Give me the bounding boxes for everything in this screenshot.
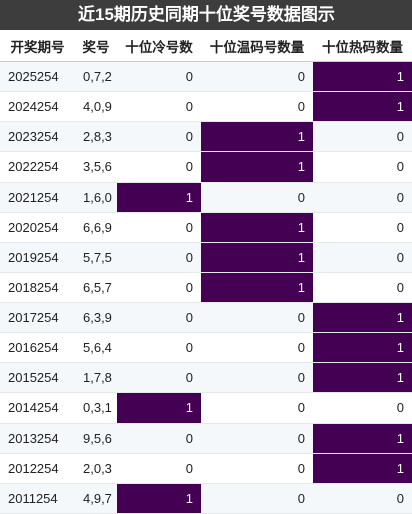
count-cell: 0: [313, 182, 412, 213]
count-cell: 1: [313, 92, 412, 123]
count-cell: 0: [201, 303, 313, 334]
text-cell: 2020254: [0, 213, 75, 243]
column-header: 开奖期号: [0, 30, 75, 62]
column-header: 奖号: [75, 30, 117, 62]
count-cell: 0: [117, 122, 201, 153]
text-cell: 2023254: [0, 122, 75, 153]
count-cell: 0: [313, 483, 412, 514]
count-cell: 1: [117, 483, 201, 514]
text-cell: 3,5,6: [75, 152, 117, 183]
count-cell: 0: [201, 483, 313, 514]
text-cell: 2025254: [0, 62, 75, 93]
count-cell: 0: [201, 363, 313, 394]
count-cell: 1: [201, 242, 313, 273]
text-cell: 4,0,9: [75, 92, 117, 123]
text-cell: 2022254: [0, 152, 75, 183]
text-cell: 2016254: [0, 333, 75, 364]
count-cell: 0: [313, 273, 412, 303]
text-cell: 9,5,6: [75, 423, 117, 454]
count-cell: 0: [313, 213, 412, 243]
title: 近15期历史同期十位奖号数据图示: [0, 0, 412, 30]
count-cell: 1: [201, 272, 313, 303]
text-cell: 2018254: [0, 273, 75, 303]
count-cell: 0: [313, 122, 412, 153]
count-cell: 0: [313, 393, 412, 424]
count-cell: 1: [313, 363, 412, 394]
count-cell: 1: [117, 182, 201, 213]
count-cell: 1: [201, 212, 313, 243]
text-cell: 2015254: [0, 363, 75, 394]
count-cell: 0: [117, 423, 201, 454]
text-cell: 6,5,7: [75, 273, 117, 303]
count-cell: 0: [201, 182, 313, 213]
text-cell: 2014254: [0, 393, 75, 424]
count-cell: 0: [201, 333, 313, 364]
text-cell: 2013254: [0, 423, 75, 454]
text-cell: 2021254: [0, 182, 75, 213]
text-cell: 2011254: [0, 483, 75, 514]
text-cell: 0,3,1: [75, 393, 117, 424]
column-header: 十位温码号数量: [201, 30, 313, 62]
text-cell: 2017254: [0, 303, 75, 334]
count-cell: 0: [117, 242, 201, 273]
text-cell: 6,3,9: [75, 303, 117, 334]
text-cell: 2024254: [0, 92, 75, 123]
column-header: 十位冷号数: [117, 30, 201, 62]
text-cell: 6,6,9: [75, 213, 117, 243]
count-cell: 0: [313, 242, 412, 273]
count-cell: 0: [201, 393, 313, 424]
text-cell: 1,6,0: [75, 182, 117, 213]
text-cell: 1,7,8: [75, 363, 117, 394]
text-cell: 2,8,3: [75, 122, 117, 153]
text-cell: 2012254: [0, 454, 75, 484]
text-cell: 0,7,2: [75, 62, 117, 93]
count-cell: 0: [117, 363, 201, 394]
count-cell: 0: [313, 152, 412, 183]
column-header: 十位热码数量: [313, 30, 412, 62]
count-cell: 1: [201, 122, 313, 153]
count-cell: 0: [117, 303, 201, 334]
count-cell: 0: [117, 92, 201, 123]
count-cell: 0: [201, 454, 313, 484]
count-cell: 0: [117, 152, 201, 183]
count-cell: 1: [313, 333, 412, 364]
text-cell: 4,9,7: [75, 483, 117, 514]
count-cell: 0: [117, 213, 201, 243]
count-cell: 0: [117, 454, 201, 484]
text-cell: 2,0,3: [75, 454, 117, 484]
text-cell: 5,6,4: [75, 333, 117, 364]
count-cell: 0: [201, 62, 313, 93]
count-cell: 0: [201, 92, 313, 123]
count-cell: 1: [313, 62, 412, 93]
count-cell: 0: [117, 333, 201, 364]
count-cell: 1: [313, 303, 412, 334]
count-cell: 0: [117, 273, 201, 303]
count-cell: 0: [201, 423, 313, 454]
count-cell: 0: [117, 62, 201, 93]
count-cell: 1: [117, 393, 201, 424]
table: 开奖期号 奖号 十位冷号数 十位温码号数量 十位热码数量 2025254 0,7,2 0 0 1 2…: [0, 30, 412, 514]
text-cell: 2019254: [0, 242, 75, 273]
count-cell: 1: [313, 453, 412, 484]
text-cell: 5,7,5: [75, 242, 117, 273]
count-cell: 1: [201, 152, 313, 183]
count-cell: 1: [313, 423, 412, 454]
